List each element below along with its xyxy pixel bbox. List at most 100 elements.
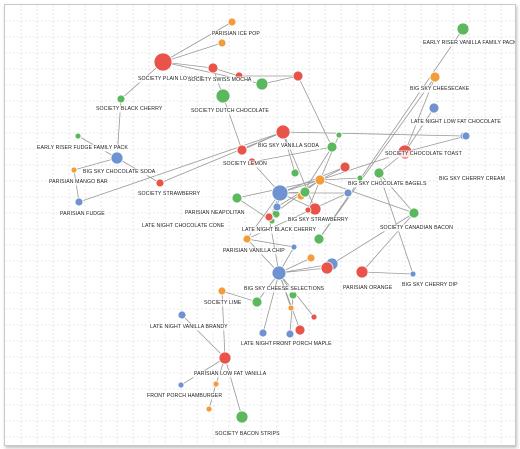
graph-edge xyxy=(221,290,258,303)
node-label: SOCIETY BLACK CHERRY xyxy=(95,105,164,113)
graph-node[interactable] xyxy=(310,313,318,321)
node-label-background xyxy=(241,226,318,234)
graph-edge xyxy=(361,212,415,273)
node-label-text: PARISIAN VANILLA CHIP xyxy=(223,248,285,254)
graph-node[interactable] xyxy=(299,186,311,198)
node-label-background xyxy=(137,75,205,83)
graph-node[interactable] xyxy=(205,405,213,413)
graph-node[interactable] xyxy=(177,310,187,320)
graph-node[interactable] xyxy=(292,70,304,82)
node-label: BIG SKY CHOCOLATE BAGELS xyxy=(347,180,429,188)
node-label-text: BIG SKY VANILLA SODA xyxy=(258,143,319,149)
graph-node[interactable] xyxy=(271,265,287,281)
graph-node[interactable] xyxy=(355,265,369,279)
graph-node[interactable] xyxy=(215,88,231,104)
graph-node[interactable] xyxy=(373,167,385,179)
graph-node[interactable] xyxy=(116,94,126,104)
node-label: BIG SKY STRAWBERRY xyxy=(287,216,350,224)
graph-node[interactable] xyxy=(339,161,351,173)
node-label: BIG SKY CHEESE SELECTIONS xyxy=(243,285,326,293)
node-label: PARISIAN FUDGE xyxy=(59,210,107,218)
node-label-background xyxy=(82,168,157,176)
node-label-background xyxy=(190,107,271,115)
node-label: PARISIAN ORANGE xyxy=(342,284,394,292)
graph-node[interactable] xyxy=(258,328,268,338)
node-label: FRONT PORCH MAPLE xyxy=(272,340,334,348)
node-label-background xyxy=(203,299,243,307)
graph-node[interactable] xyxy=(227,17,237,27)
graph-node[interactable] xyxy=(409,270,417,278)
graph-node[interactable] xyxy=(287,304,295,312)
graph-node[interactable] xyxy=(218,351,232,365)
graph-edge xyxy=(289,294,294,335)
graph-node[interactable] xyxy=(461,131,471,141)
graph-node[interactable] xyxy=(313,233,325,245)
node-label: SOCIETY LEMON xyxy=(222,160,269,168)
network-graph[interactable]: PARISIAN ICE POP EARLY RISER VANILLA FAMI… xyxy=(5,5,515,445)
node-label: SOCIETY BACON STRIPS xyxy=(214,430,282,438)
node-label-background xyxy=(240,340,294,348)
graph-node[interactable] xyxy=(314,174,326,186)
graph-node[interactable] xyxy=(235,410,249,424)
graph-node[interactable] xyxy=(177,381,185,389)
node-label-background xyxy=(222,247,287,255)
graph-edge xyxy=(331,212,415,265)
graph-node[interactable] xyxy=(272,202,282,212)
graph-node[interactable] xyxy=(231,192,243,204)
graph-node[interactable] xyxy=(110,151,124,165)
graph-node[interactable] xyxy=(304,206,312,214)
graph-node[interactable] xyxy=(294,324,306,336)
node-label: BIG SKY CHOCOLATE SODA xyxy=(82,168,157,176)
graph-node[interactable] xyxy=(212,380,220,388)
graph-node[interactable] xyxy=(290,168,300,178)
node-label-text: BIG SKY CHOCOLATE BAGELS xyxy=(348,181,427,187)
graph-node[interactable] xyxy=(217,38,227,48)
graph-node[interactable] xyxy=(236,144,248,156)
node-label: PARISIAN LOW FAT VANILLA xyxy=(193,370,268,378)
graph-node[interactable] xyxy=(429,71,441,83)
graph-node[interactable] xyxy=(207,62,219,74)
graph-node[interactable] xyxy=(155,178,165,188)
graph-node[interactable] xyxy=(428,102,440,114)
graph-node[interactable] xyxy=(251,296,263,308)
node-label-text: BIG SKY CHERRY CREAM xyxy=(439,176,505,182)
node-label: SOCIETY DUTCH CHOCOLATE xyxy=(190,107,271,115)
node-label: EARLY RISER FUDGE FAMILY PACK xyxy=(36,144,130,152)
graph-node[interactable] xyxy=(217,286,227,296)
graph-node[interactable] xyxy=(343,188,353,198)
graph-node[interactable] xyxy=(242,234,252,244)
graph-node[interactable] xyxy=(326,141,338,153)
graph-node[interactable] xyxy=(264,212,274,222)
node-label-text: PARISIAN LOW FAT VANILLA xyxy=(194,371,267,377)
graph-node[interactable] xyxy=(290,243,298,251)
graph-edge xyxy=(378,172,414,275)
node-label-text: EARLY RISER VANILLA FAMILY PACK xyxy=(423,40,515,46)
graph-edge xyxy=(404,135,467,153)
node-label-text: PARISIAN NEAPOLITAN xyxy=(185,210,245,216)
graph-node[interactable] xyxy=(255,77,269,91)
node-label: BIG SKY CHEESECAKE xyxy=(409,85,471,93)
graph-node[interactable] xyxy=(306,253,316,263)
node-label-text: PARISIAN MANGO BAR xyxy=(49,179,108,185)
node-label: PARISIAN ICE POP xyxy=(211,30,262,38)
graph-node[interactable] xyxy=(456,22,470,36)
node-label-background xyxy=(59,210,107,218)
graph-node[interactable] xyxy=(74,132,82,140)
graph-edge xyxy=(159,131,284,184)
graph-edge xyxy=(282,131,465,137)
graph-node[interactable] xyxy=(335,131,343,139)
node-label-text: FRONT PORCH MAPLE xyxy=(273,341,332,347)
graph-node[interactable] xyxy=(408,207,420,219)
graph-node[interactable] xyxy=(275,124,291,140)
node-label-background xyxy=(409,85,471,93)
graph-node[interactable] xyxy=(74,197,84,207)
graph-edge xyxy=(318,28,464,240)
graph-node[interactable] xyxy=(70,166,78,174)
graph-node[interactable] xyxy=(153,52,173,72)
node-label-text: BIG SKY STRAWBERRY xyxy=(288,217,349,223)
graph-node[interactable] xyxy=(320,261,334,275)
graph-edge xyxy=(319,134,340,181)
graph-node[interactable] xyxy=(285,329,295,339)
graph-node[interactable] xyxy=(271,184,289,202)
node-label-text: PARISIAN ICE POP xyxy=(212,31,260,37)
